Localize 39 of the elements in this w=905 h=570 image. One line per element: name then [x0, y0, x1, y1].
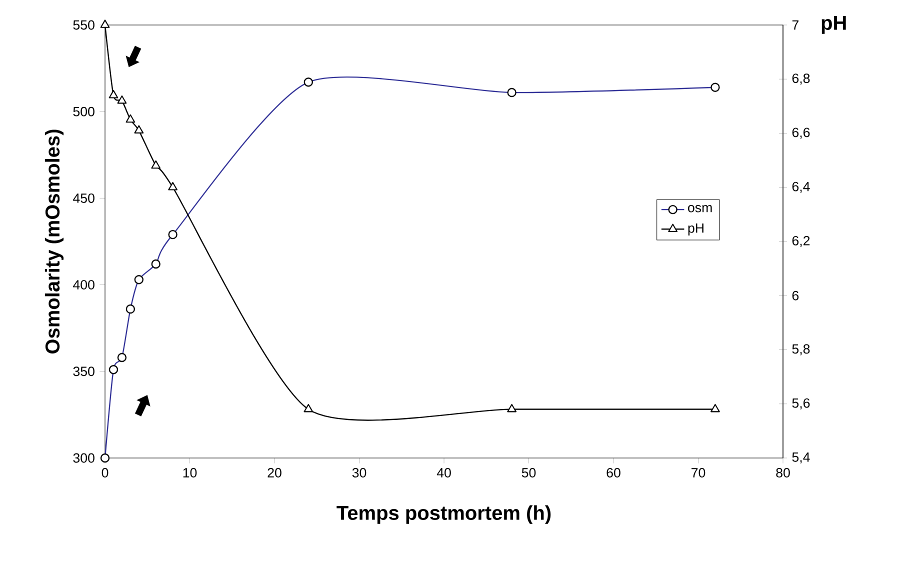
y2-tick-label: 6,2: [792, 236, 810, 248]
y-axis-title: Osmolarity (mOsmoles): [44, 130, 64, 354]
y2-tick-label: 6,4: [792, 182, 810, 193]
y2-tick-label: 5,8: [792, 344, 810, 356]
point: [126, 114, 136, 123]
point: [108, 90, 118, 98]
point: [168, 182, 178, 190]
y-tick-label: 500: [73, 106, 94, 116]
y2-tick-label: 5,4: [792, 452, 810, 464]
y2-tick-label: 7: [792, 20, 798, 30]
x-tick-label: 70: [692, 468, 706, 478]
y-tick-label: 400: [73, 280, 94, 290]
x-tick-label: 10: [183, 468, 197, 478]
x-tick-label: 50: [522, 468, 536, 478]
x-tick-label: 0: [102, 468, 108, 478]
x-tick-label: 40: [436, 468, 451, 478]
y-tick-label: 300: [73, 453, 94, 463]
point: [117, 95, 127, 104]
x-tick-label: 80: [776, 468, 790, 478]
point: [134, 125, 144, 134]
point: [100, 20, 110, 28]
x-tick-label: 30: [352, 468, 366, 478]
y2-tick-label: 5,6: [792, 398, 810, 410]
y-tick-label: 350: [73, 366, 94, 376]
y2-tick-label: 6,8: [792, 74, 810, 85]
y-tick-label: 550: [73, 20, 94, 30]
point: [151, 160, 161, 169]
y2-tick-label: 6,6: [792, 128, 810, 139]
point: [507, 404, 516, 412]
y2-axis-title: pH: [822, 16, 846, 34]
y2-tick-label: 6: [792, 290, 799, 300]
legend-label: pH: [688, 224, 704, 236]
point: [304, 404, 314, 412]
x-axis-title: Temps postmortem (h): [336, 505, 551, 524]
x-tick-label: 60: [606, 468, 620, 478]
point: [710, 404, 720, 412]
x-tick-label: 20: [268, 468, 282, 478]
y-tick-label: 450: [73, 193, 94, 203]
legend-label: osm: [688, 205, 712, 212]
